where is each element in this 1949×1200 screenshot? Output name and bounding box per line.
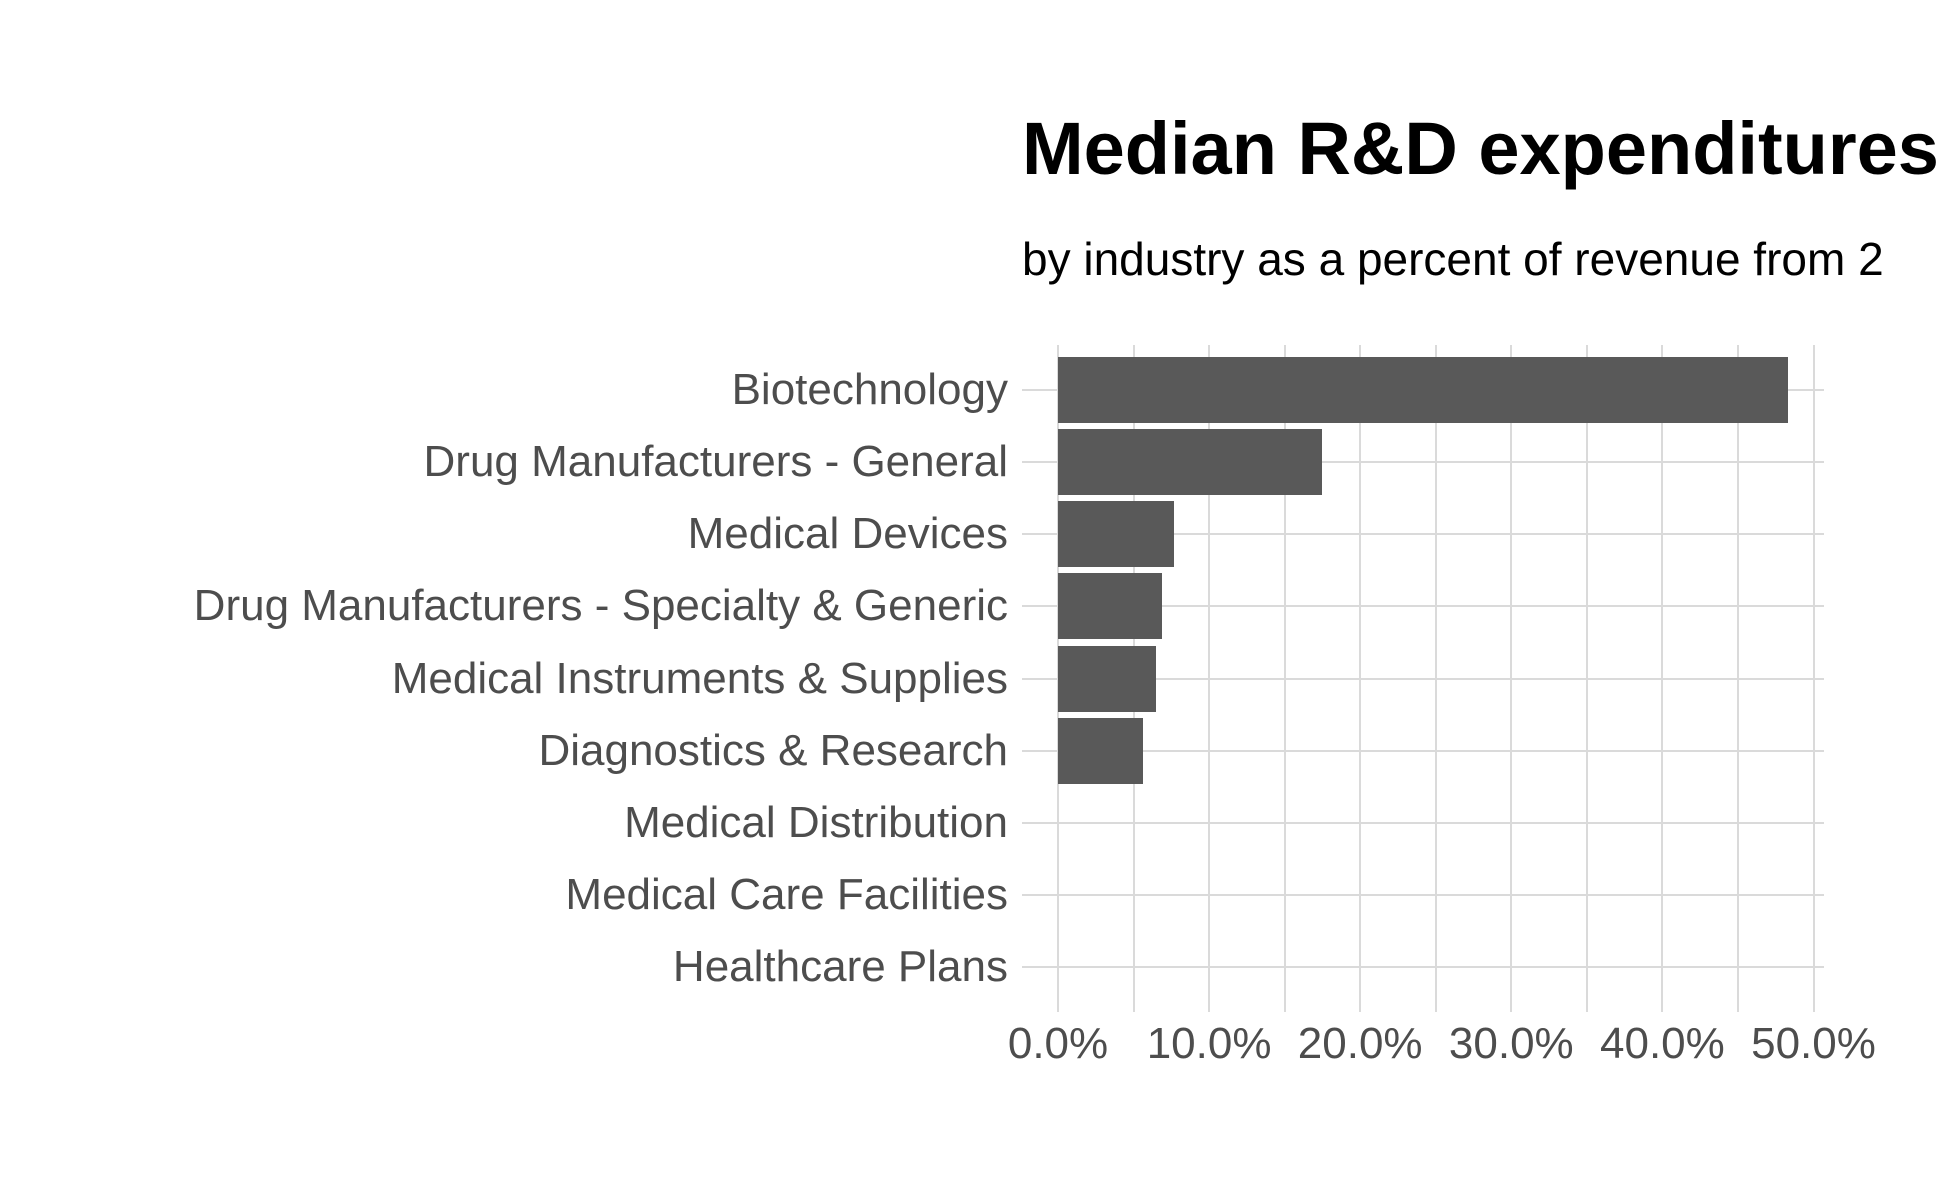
grid-line-horizontal [1022, 822, 1824, 824]
grid-line-horizontal [1022, 749, 1824, 752]
bar [1058, 501, 1175, 568]
category-label: Healthcare Plans [672, 942, 1008, 992]
grid-line-horizontal [1022, 677, 1824, 680]
bar [1058, 645, 1157, 712]
chart-title: Median R&D expenditures [1022, 107, 1939, 190]
grid-line-horizontal [1022, 461, 1824, 463]
category-label: Medical Devices [687, 509, 1008, 559]
bar [1058, 356, 1788, 423]
category-label: Drug Manufacturers - Specialty & Generic [193, 581, 1008, 631]
category-label: Medical Distribution [624, 798, 1008, 847]
x-axis-tick-label: 0.0% [1007, 1019, 1109, 1068]
x-axis-tick-label: 10.0% [1146, 1019, 1272, 1068]
category-label: Medical Care Facilities [565, 870, 1008, 920]
x-axis-tick-label: 20.0% [1297, 1019, 1423, 1068]
grid-line-horizontal [1022, 966, 1824, 969]
grid-line-horizontal [1022, 605, 1824, 608]
x-axis-tick-label: 50.0% [1751, 1019, 1876, 1068]
bar [1058, 429, 1323, 495]
category-label: Drug Manufacturers - General [423, 437, 1008, 486]
x-axis-tick-label: 30.0% [1448, 1019, 1574, 1068]
grid-line-horizontal [1022, 894, 1824, 897]
bar [1058, 717, 1143, 784]
category-label: Biotechnology [731, 364, 1008, 414]
bar [1058, 573, 1163, 640]
x-axis-tick-label: 40.0% [1600, 1019, 1725, 1068]
category-label: Diagnostics & Research [538, 725, 1008, 775]
grid-line-horizontal [1022, 533, 1824, 536]
chart-subtitle: by industry as a percent of revenue from… [1022, 233, 1884, 285]
category-label: Medical Instruments & Supplies [391, 653, 1008, 703]
